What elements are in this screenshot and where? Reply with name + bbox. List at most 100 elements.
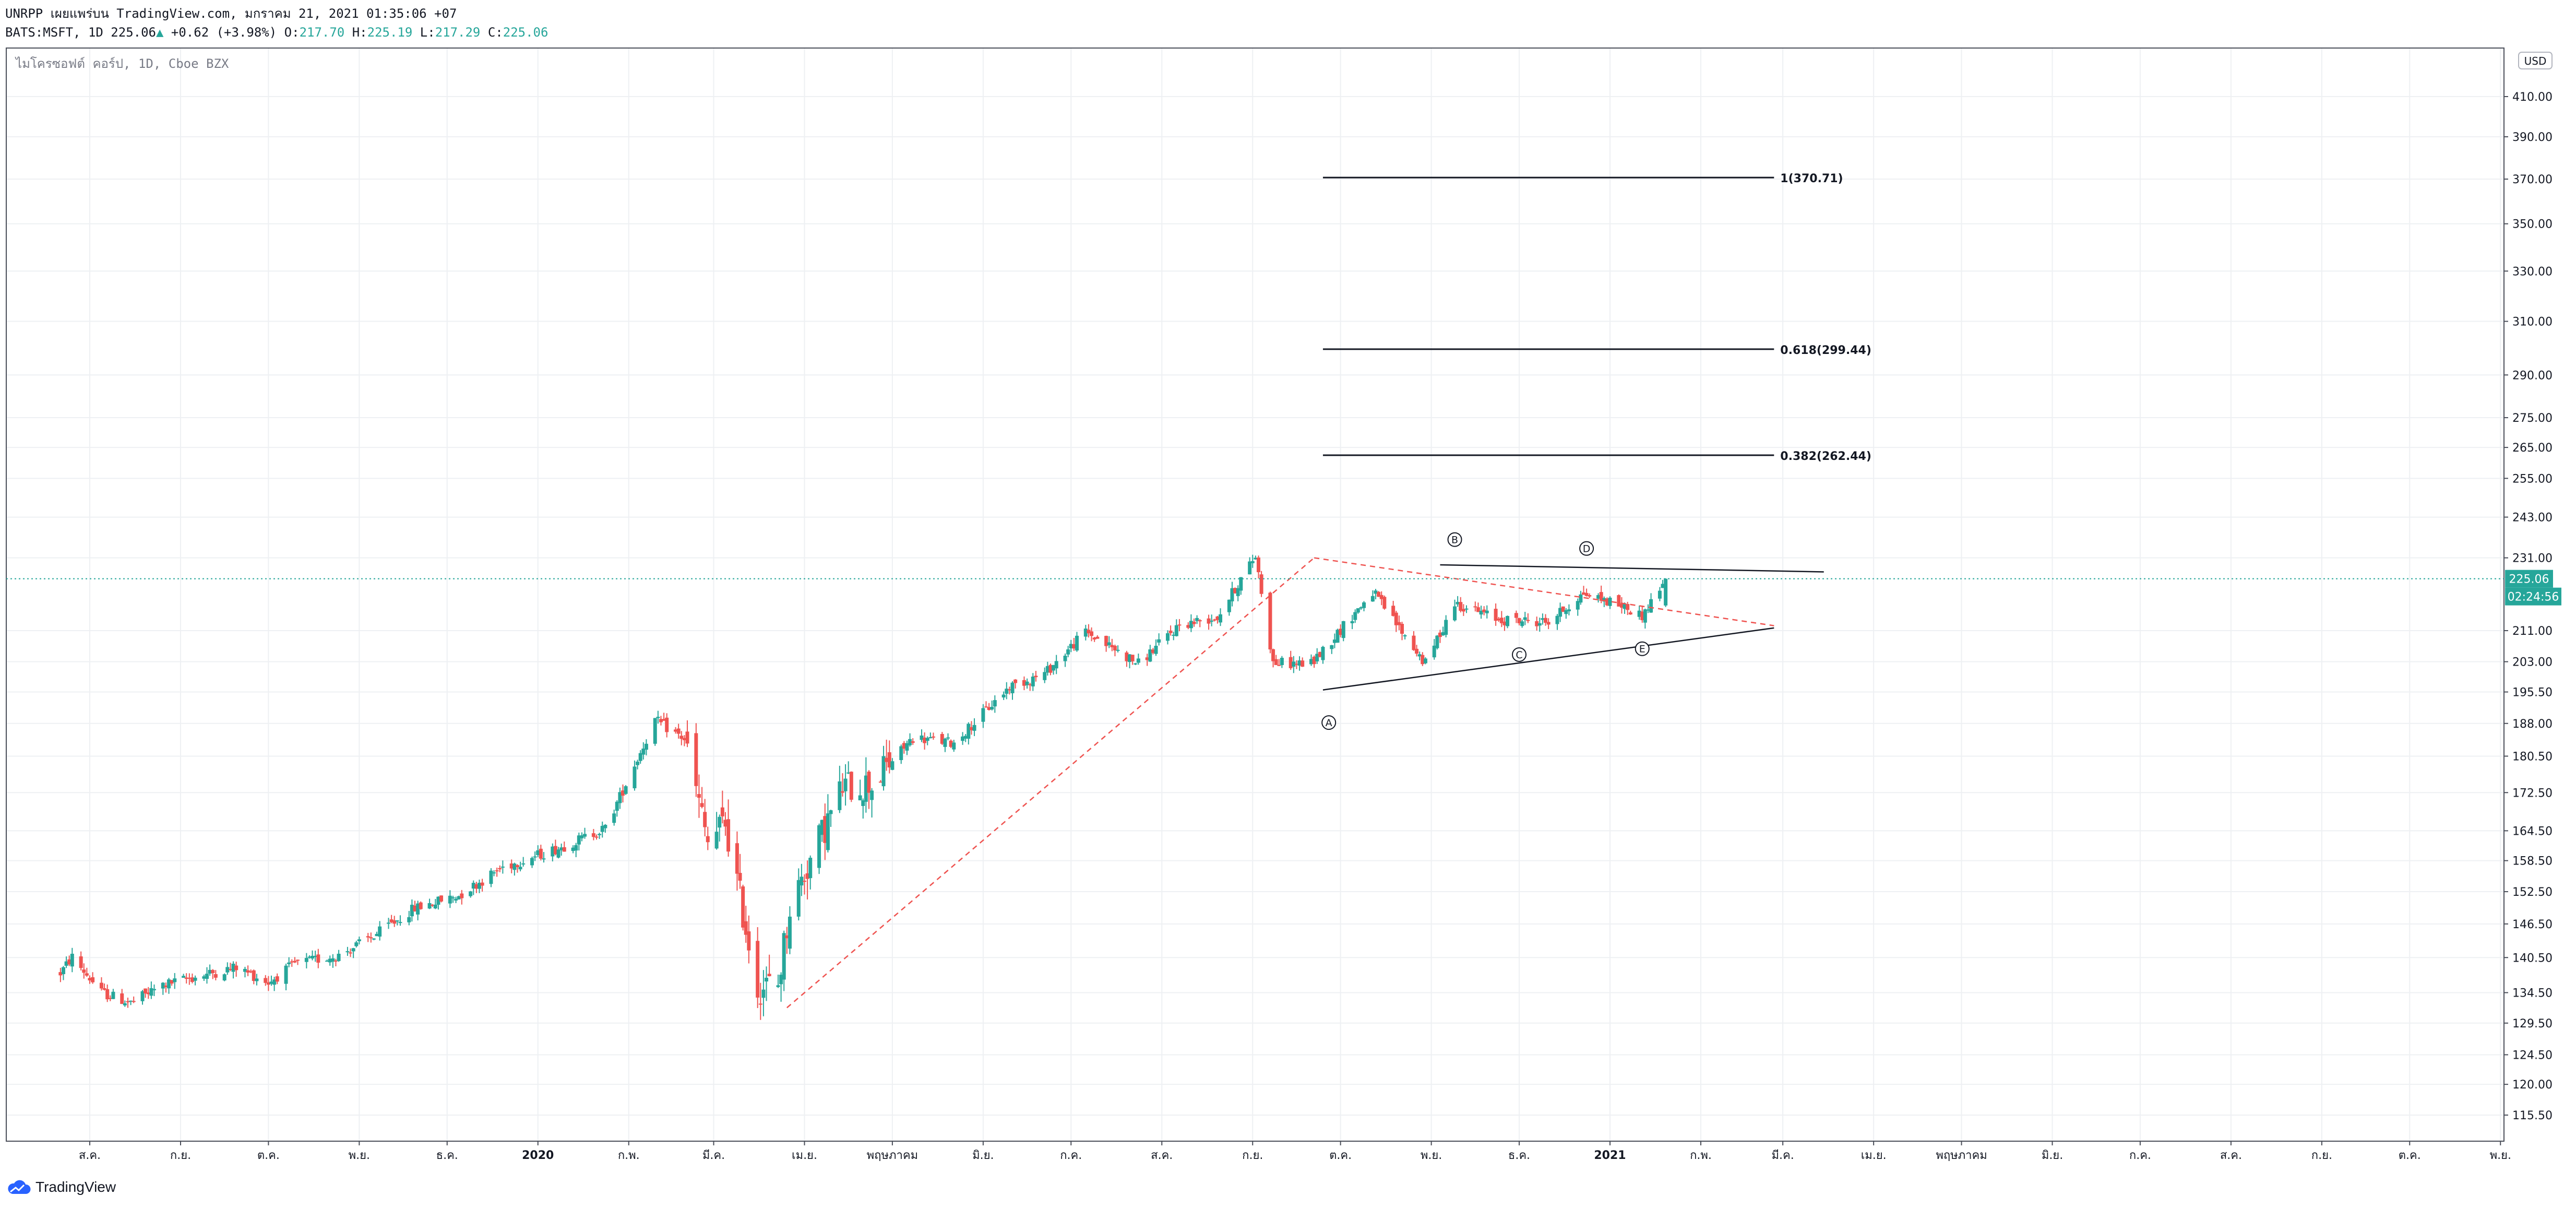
x-tick-label: ก.พ. xyxy=(618,1149,640,1162)
candle xyxy=(1415,645,1419,657)
price-chart[interactable]: ไมโครซอฟต์ คอร์ป, 1D, Cboe BZX 1(370.71)… xyxy=(0,0,2576,1175)
currency-badge[interactable]: USD xyxy=(2518,52,2553,69)
candle xyxy=(129,1000,133,1005)
candle-body xyxy=(152,989,156,990)
candle-body xyxy=(1423,658,1427,664)
candle xyxy=(1502,617,1507,631)
high-value: 225.19 xyxy=(367,25,413,40)
candle xyxy=(307,955,312,959)
triangle-trendline xyxy=(1322,627,1774,691)
candle-body xyxy=(758,1003,762,1005)
candle xyxy=(533,851,537,861)
candle xyxy=(357,937,361,945)
candle-body xyxy=(542,858,546,860)
candle-body xyxy=(1154,645,1158,654)
candle xyxy=(187,973,192,985)
candle xyxy=(1075,632,1079,652)
candle xyxy=(266,976,270,991)
candle-body xyxy=(225,967,230,973)
y-tick-label: 350.00 xyxy=(2512,218,2553,231)
tradingview-logo[interactable]: TradingView xyxy=(6,1179,116,1195)
candle-body xyxy=(1031,676,1035,686)
candle-body xyxy=(454,898,458,901)
candle-body xyxy=(471,883,475,889)
svg-text:A: A xyxy=(1326,717,1332,729)
candle-body xyxy=(820,820,824,835)
candle xyxy=(1494,603,1498,626)
candle-body xyxy=(1315,654,1319,661)
candle xyxy=(553,839,557,856)
candle xyxy=(1359,606,1363,610)
candle-body xyxy=(1370,596,1375,602)
candle xyxy=(1031,673,1035,691)
candle-body xyxy=(1236,588,1240,596)
candle-body xyxy=(533,856,537,858)
candle xyxy=(512,862,517,876)
candle xyxy=(1535,617,1539,631)
candle xyxy=(817,823,821,874)
candle xyxy=(433,899,437,909)
candle xyxy=(556,847,560,859)
candle xyxy=(1520,619,1524,628)
candle xyxy=(349,948,353,957)
candle-body xyxy=(410,905,414,917)
candle-body xyxy=(1394,612,1398,625)
svg-text:C: C xyxy=(1516,649,1522,661)
low-value: 217.29 xyxy=(435,25,481,40)
candle-body xyxy=(694,733,698,786)
candle xyxy=(1087,624,1091,638)
candle-body xyxy=(644,743,648,750)
candle xyxy=(58,967,63,982)
candlestick-series xyxy=(58,554,1668,1020)
last-price-tag: 225.06 xyxy=(2505,570,2553,588)
candle xyxy=(761,970,766,1016)
candle-body xyxy=(972,725,976,731)
candle-body xyxy=(1541,618,1545,620)
candle-body xyxy=(184,977,188,979)
candle-body xyxy=(1318,652,1322,657)
candle-body xyxy=(744,921,748,935)
candle-body xyxy=(1239,577,1243,591)
candle xyxy=(800,863,804,896)
candle xyxy=(1165,630,1170,645)
candle xyxy=(184,973,188,984)
candle xyxy=(756,927,760,1009)
candle-body xyxy=(296,960,300,961)
candle xyxy=(469,891,473,898)
chart-grid xyxy=(6,48,2504,1141)
candle-body xyxy=(1254,558,1258,560)
candle xyxy=(641,742,646,760)
candle-body xyxy=(1499,618,1504,623)
candle xyxy=(1256,555,1260,579)
candle-body xyxy=(495,870,499,872)
y-tick-label: 275.00 xyxy=(2512,412,2553,425)
candle-body xyxy=(1207,618,1211,624)
fib-level-label: 0.618(299.44) xyxy=(1780,344,1871,357)
candle xyxy=(1107,636,1111,648)
candle xyxy=(190,973,194,984)
candle-body xyxy=(1397,622,1401,625)
chart-legend: ไมโครซอฟต์ คอร์ป, 1D, Cboe BZX xyxy=(15,56,229,71)
candle xyxy=(498,865,502,872)
candle xyxy=(105,984,110,1002)
candle xyxy=(1394,611,1398,632)
candle xyxy=(1576,598,1580,616)
candle xyxy=(697,774,701,818)
candle-body xyxy=(826,813,830,850)
candle-body xyxy=(307,956,312,958)
candle xyxy=(1045,661,1050,676)
candle xyxy=(808,855,813,890)
candle xyxy=(735,831,739,891)
candle xyxy=(1195,615,1199,624)
candle xyxy=(1271,648,1275,668)
candle xyxy=(887,740,891,774)
x-tick-label: ต.ค. xyxy=(2399,1149,2421,1162)
candle xyxy=(325,960,329,962)
candle-body xyxy=(747,931,751,951)
candle xyxy=(1069,639,1073,653)
candle xyxy=(662,713,666,721)
candle xyxy=(905,740,909,755)
candle-body xyxy=(1075,635,1079,651)
candle xyxy=(170,980,174,986)
candle xyxy=(1215,615,1220,624)
